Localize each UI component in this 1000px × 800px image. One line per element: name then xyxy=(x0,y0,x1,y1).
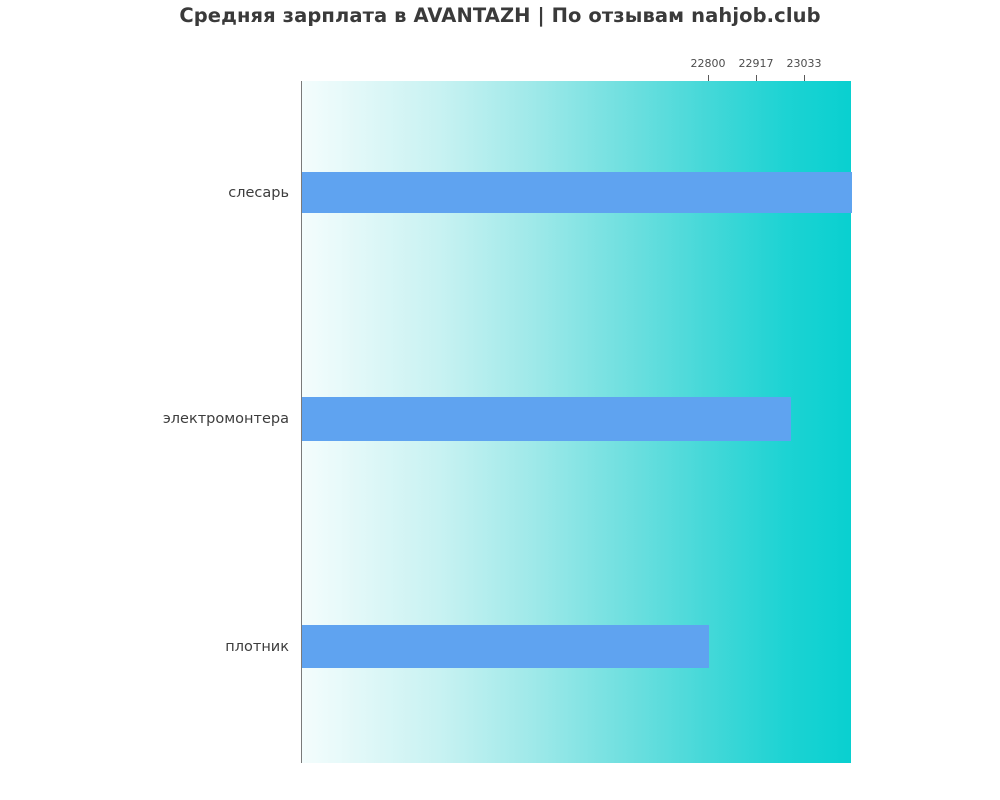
x-axis-tick-label: 22800 xyxy=(690,57,726,70)
y-axis-category-label: плотник xyxy=(225,638,289,655)
x-axis-tick-label: 22917 xyxy=(738,57,774,70)
plot-area: 22800 22917 23033 xyxy=(301,57,852,763)
y-axis-category-label: слесарь xyxy=(228,184,289,201)
bar-плотник xyxy=(302,625,709,668)
x-axis-tick-mark xyxy=(804,75,805,81)
bar-слесарь xyxy=(302,172,852,213)
x-axis-tick-label: 23033 xyxy=(786,57,822,70)
page-title: Средняя зарплата в AVANTAZH | По отзывам… xyxy=(179,4,821,27)
x-axis-tick-mark xyxy=(756,75,757,81)
y-axis-category-label: электромонтера xyxy=(162,411,289,427)
bar-электромонтера xyxy=(302,397,791,441)
x-axis-tick-mark xyxy=(708,75,709,81)
